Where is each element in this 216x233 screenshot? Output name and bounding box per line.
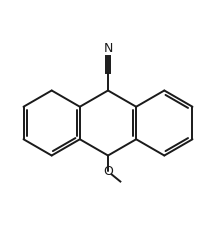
Text: O: O xyxy=(103,165,113,178)
Text: N: N xyxy=(103,42,113,55)
